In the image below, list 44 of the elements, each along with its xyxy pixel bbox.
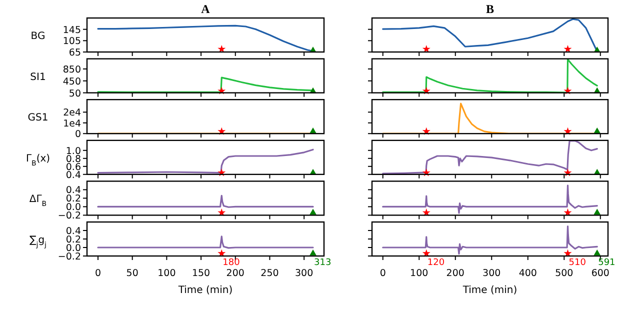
x-tick-label: 0 <box>94 268 102 279</box>
y-axis-title: Γ$_{B}$(x) <box>26 153 50 168</box>
annotation: 180 <box>222 258 240 268</box>
y-tick-label: −0.2 <box>58 210 81 222</box>
chart-title: B <box>486 2 494 16</box>
x-tick-label: 0 <box>380 268 386 279</box>
y-axis-title: BG <box>30 31 46 42</box>
y-tick-label: 0.2 <box>66 234 81 246</box>
y-tick-label: 0.4 <box>66 170 81 181</box>
y-axis-title: ∑$_{j}$g$_{j}$ <box>29 235 47 249</box>
y-tick-label: 0 <box>74 129 81 140</box>
y-tick-label: 1e4 <box>63 118 81 130</box>
x-tick-label: 600 <box>591 268 610 279</box>
x-tick-label: 400 <box>518 268 537 279</box>
x-tick-label: 100 <box>410 268 428 279</box>
x-tick-label: 500 <box>555 268 574 279</box>
chart-title: A <box>201 2 210 16</box>
x-tick-label: 50 <box>126 268 138 279</box>
y-tick-label: 0.0 <box>66 243 81 254</box>
y-axis-title: GS1 <box>28 112 48 124</box>
x-tick-label: 200 <box>226 268 244 279</box>
annotation: 313 <box>314 258 332 268</box>
x-tick-label: 150 <box>192 268 210 279</box>
x-axis-title: Time (min) <box>177 285 233 296</box>
x-tick-label: 200 <box>446 268 464 279</box>
x-tick-label: 100 <box>158 268 176 279</box>
annotation: 120 <box>427 258 445 268</box>
y-tick-label: 65 <box>68 48 81 58</box>
x-tick-label: 250 <box>260 268 279 279</box>
y-axis-title: ΔΓ$_{B}$ <box>29 194 47 208</box>
annotation: 510 <box>568 258 586 268</box>
x-tick-label: 300 <box>295 268 314 279</box>
y-tick-label: 145 <box>62 24 81 36</box>
y-tick-label: −0.2 <box>58 252 81 262</box>
y-tick-label: 2e4 <box>63 108 81 119</box>
x-axis-title: Time (min) <box>462 285 518 296</box>
y-tick-label: 450 <box>62 76 81 88</box>
y-axis-title: SI1 <box>30 72 46 83</box>
y-tick-label: 50 <box>68 88 81 100</box>
y-tick-label: 105 <box>62 36 81 48</box>
annotation: 591 <box>598 258 616 268</box>
y-tick-label: 0.4 <box>66 226 81 237</box>
y-tick-label: 850 <box>62 64 81 76</box>
x-tick-label: 300 <box>482 268 501 279</box>
